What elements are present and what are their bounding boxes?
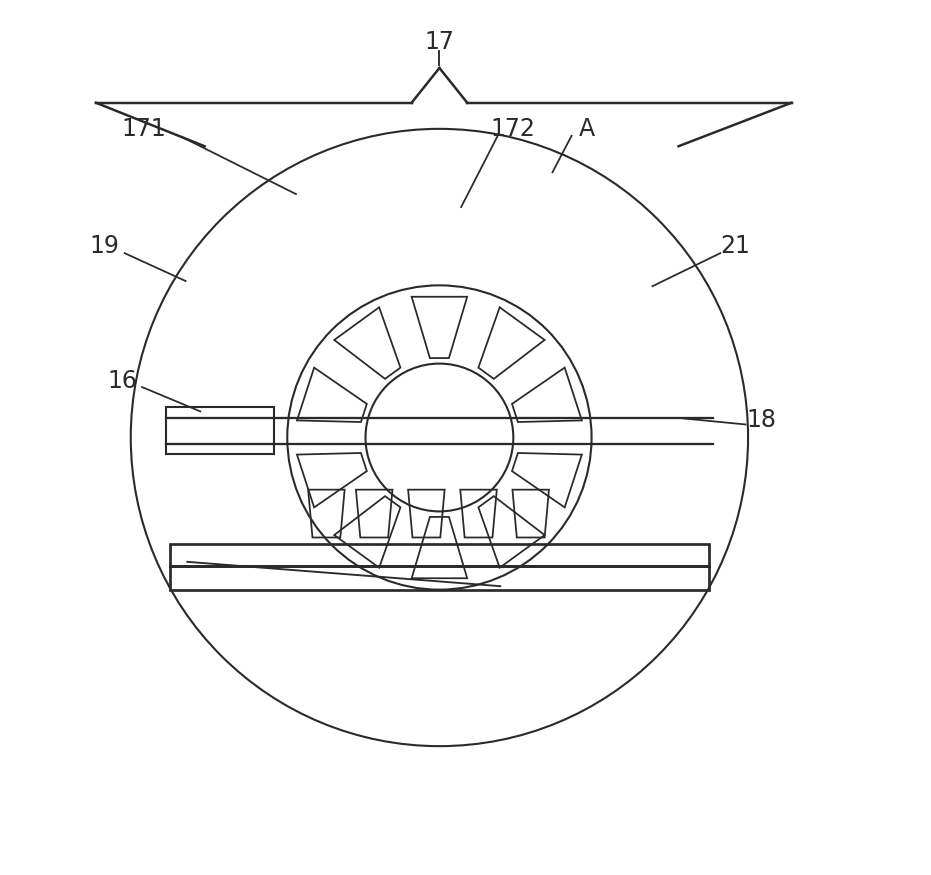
- Bar: [169, 566, 708, 590]
- Text: 17: 17: [425, 30, 454, 54]
- Bar: [169, 543, 708, 566]
- Text: 19: 19: [89, 234, 119, 258]
- Text: 16: 16: [107, 369, 137, 393]
- Text: 172: 172: [491, 117, 535, 141]
- Bar: [166, 407, 275, 454]
- Text: A: A: [579, 117, 595, 141]
- Text: 18: 18: [746, 408, 776, 432]
- Text: 21: 21: [720, 234, 750, 258]
- Text: 171: 171: [121, 117, 166, 141]
